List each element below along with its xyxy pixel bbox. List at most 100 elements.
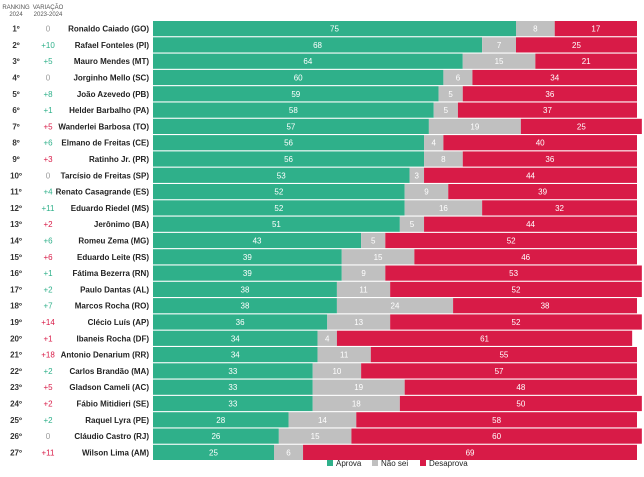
category-label: Clécio Luís (AP) bbox=[88, 318, 150, 327]
rank-label: 5º bbox=[12, 90, 19, 99]
bar-segment-nao-sei bbox=[278, 428, 352, 444]
rank-label: 10º bbox=[10, 171, 22, 180]
bar-segment-aprova bbox=[153, 265, 342, 281]
data-label: 46 bbox=[521, 253, 530, 262]
data-label: 15 bbox=[374, 253, 383, 262]
data-label: 60 bbox=[294, 74, 303, 83]
bar-segment-nao-sei bbox=[399, 216, 425, 232]
rank-label: 3º bbox=[12, 57, 19, 66]
change-label: +11 bbox=[42, 204, 56, 213]
category-label: Eduardo Riedel (MS) bbox=[71, 204, 150, 213]
bar-segment-aprova bbox=[153, 428, 279, 444]
data-label: 24 bbox=[391, 302, 400, 311]
bar-segment-aprova bbox=[153, 53, 463, 69]
data-label: 6 bbox=[286, 448, 291, 457]
bar-segment-nao-sei bbox=[288, 412, 357, 428]
legend: Aprova Não sei Desaprova bbox=[327, 459, 468, 468]
data-label: 51 bbox=[272, 220, 281, 229]
data-label: 39 bbox=[538, 188, 547, 197]
data-label: 57 bbox=[286, 122, 295, 131]
change-label: +2 bbox=[43, 400, 53, 409]
rank-label: 8º bbox=[12, 139, 19, 148]
bar-segment-desaprova bbox=[336, 330, 633, 346]
category-label: Ratinho Jr. (PR) bbox=[89, 155, 149, 164]
bar-segment-aprova bbox=[153, 69, 444, 86]
change-label: +8 bbox=[43, 90, 53, 99]
data-label: 14 bbox=[318, 416, 327, 425]
change-label: 0 bbox=[46, 74, 51, 83]
change-label: 0 bbox=[46, 432, 51, 441]
category-label: Carlos Brandão (MA) bbox=[69, 367, 149, 376]
bar-segment-nao-sei bbox=[404, 200, 483, 216]
bar-segment-nao-sei bbox=[428, 118, 521, 134]
bar-segment-aprova bbox=[153, 167, 410, 183]
bar-segment-desaprova bbox=[453, 298, 637, 314]
rank-label: 24º bbox=[10, 400, 22, 409]
bar-segment-desaprova bbox=[351, 428, 642, 444]
data-label: 38 bbox=[541, 302, 550, 311]
bar-segment-aprova bbox=[153, 314, 328, 330]
data-label: 5 bbox=[410, 220, 415, 229]
bar-segment-aprova bbox=[153, 412, 289, 428]
data-label: 68 bbox=[313, 41, 322, 50]
bar-segment-desaprova bbox=[399, 395, 642, 412]
bar-segment-aprova bbox=[153, 135, 425, 151]
category-label: Elmano de Freitas (CE) bbox=[61, 139, 149, 148]
bar-segment-nao-sei bbox=[462, 53, 536, 69]
rank-label: 25º bbox=[10, 416, 22, 425]
rank-label: 9º bbox=[12, 155, 19, 164]
bar-segment-aprova bbox=[153, 379, 313, 395]
data-label: 52 bbox=[274, 188, 283, 197]
chart-row: 3º +5 Mauro Mendes (MT) 64 15 21 bbox=[12, 53, 637, 69]
chart-row: 23º +5 Gladson Cameli (AC) 33 19 48 bbox=[10, 379, 637, 395]
bar-segment-desaprova bbox=[462, 86, 637, 102]
bar-segment-aprova bbox=[153, 444, 274, 460]
bar-segment-aprova bbox=[153, 363, 313, 379]
bar-segment-desaprova bbox=[462, 151, 637, 167]
data-label: 5 bbox=[371, 237, 376, 246]
data-label: 53 bbox=[277, 171, 286, 180]
bar-segment-nao-sei bbox=[336, 281, 391, 297]
data-label: 9 bbox=[361, 269, 366, 278]
data-label: 69 bbox=[466, 448, 475, 457]
change-label: +2 bbox=[43, 285, 53, 294]
data-label: 37 bbox=[543, 106, 552, 115]
change-label: +5 bbox=[43, 122, 53, 131]
bar-segment-nao-sei bbox=[409, 167, 425, 183]
bar-segment-desaprova bbox=[370, 347, 637, 363]
bar-segment-nao-sei bbox=[312, 395, 400, 412]
data-label: 36 bbox=[545, 90, 554, 99]
rank-label: 13º bbox=[10, 220, 22, 229]
change-label: +11 bbox=[42, 448, 56, 457]
bar-segment-aprova bbox=[153, 37, 483, 53]
data-label: 5 bbox=[448, 90, 453, 99]
bar-segment-nao-sei bbox=[404, 184, 449, 200]
header-change-line1: VARIAÇÃO bbox=[33, 4, 64, 11]
data-label: 25 bbox=[572, 41, 581, 50]
data-label: 4 bbox=[325, 334, 330, 343]
rank-label: 7º bbox=[12, 122, 19, 131]
header-ranking-line2: 2024 bbox=[9, 12, 23, 18]
bar-segment-nao-sei bbox=[482, 37, 516, 53]
bar-segment-nao-sei bbox=[274, 444, 304, 460]
chart-row: 14º +6 Romeu Zema (MG) 43 5 52 bbox=[10, 232, 637, 249]
category-label: Antonio Denarium (RR) bbox=[61, 351, 150, 360]
data-label: 8 bbox=[533, 25, 538, 34]
data-label: 34 bbox=[231, 334, 240, 343]
rank-label: 6º bbox=[12, 106, 19, 115]
category-label: Jerônimo (BA) bbox=[94, 220, 149, 229]
data-label: 11 bbox=[340, 351, 349, 360]
bar-segment-desaprova bbox=[414, 249, 637, 265]
rank-label: 16º bbox=[10, 269, 22, 278]
chart-row: 13º +2 Jerônimo (BA) 51 5 44 bbox=[10, 216, 637, 232]
chart-row: 20º +1 Ibaneis Rocha (DF) 34 4 61 bbox=[10, 330, 633, 346]
change-label: 0 bbox=[46, 25, 51, 34]
chart-row: 26º 0 Cláudio Castro (RJ) 26 15 60 bbox=[10, 428, 642, 444]
bar-segment-nao-sei bbox=[443, 69, 473, 86]
bar-segment-nao-sei bbox=[312, 379, 405, 395]
data-label: 44 bbox=[526, 171, 535, 180]
data-label: 40 bbox=[536, 139, 545, 148]
data-label: 32 bbox=[555, 204, 564, 213]
bar-segment-nao-sei bbox=[341, 249, 415, 265]
bar-segment-nao-sei bbox=[433, 102, 458, 118]
